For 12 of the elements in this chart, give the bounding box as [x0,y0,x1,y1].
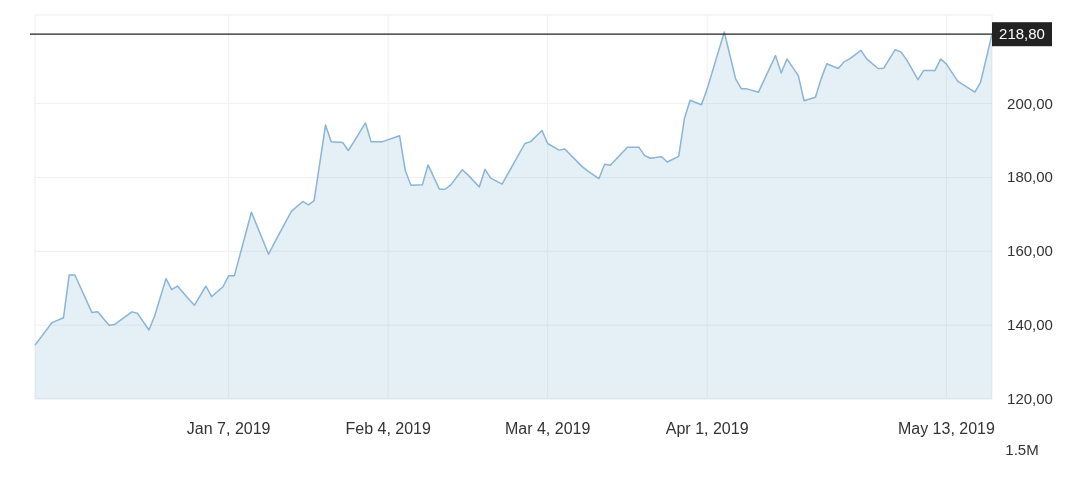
ref-line-label: 218,80 [999,25,1045,43]
y-tick-label: 140,00 [1007,316,1053,334]
y-tick-label: 120,00 [1007,390,1053,407]
x-tick-label: Apr 1, 2019 [665,420,749,437]
x-tick-label: Feb 4, 2019 [345,420,431,437]
x-tick-label: Mar 4, 2019 [504,420,591,437]
y-tick-label: 180,00 [1007,168,1053,186]
x-tick-label: May 13, 2019 [897,420,996,437]
y-tick-label: 160,00 [1007,242,1053,260]
y-tick-label: 200,00 [1007,94,1053,112]
x-tick-label: Jan 7, 2019 [186,420,271,437]
text: 1.5M [1005,441,1039,458]
